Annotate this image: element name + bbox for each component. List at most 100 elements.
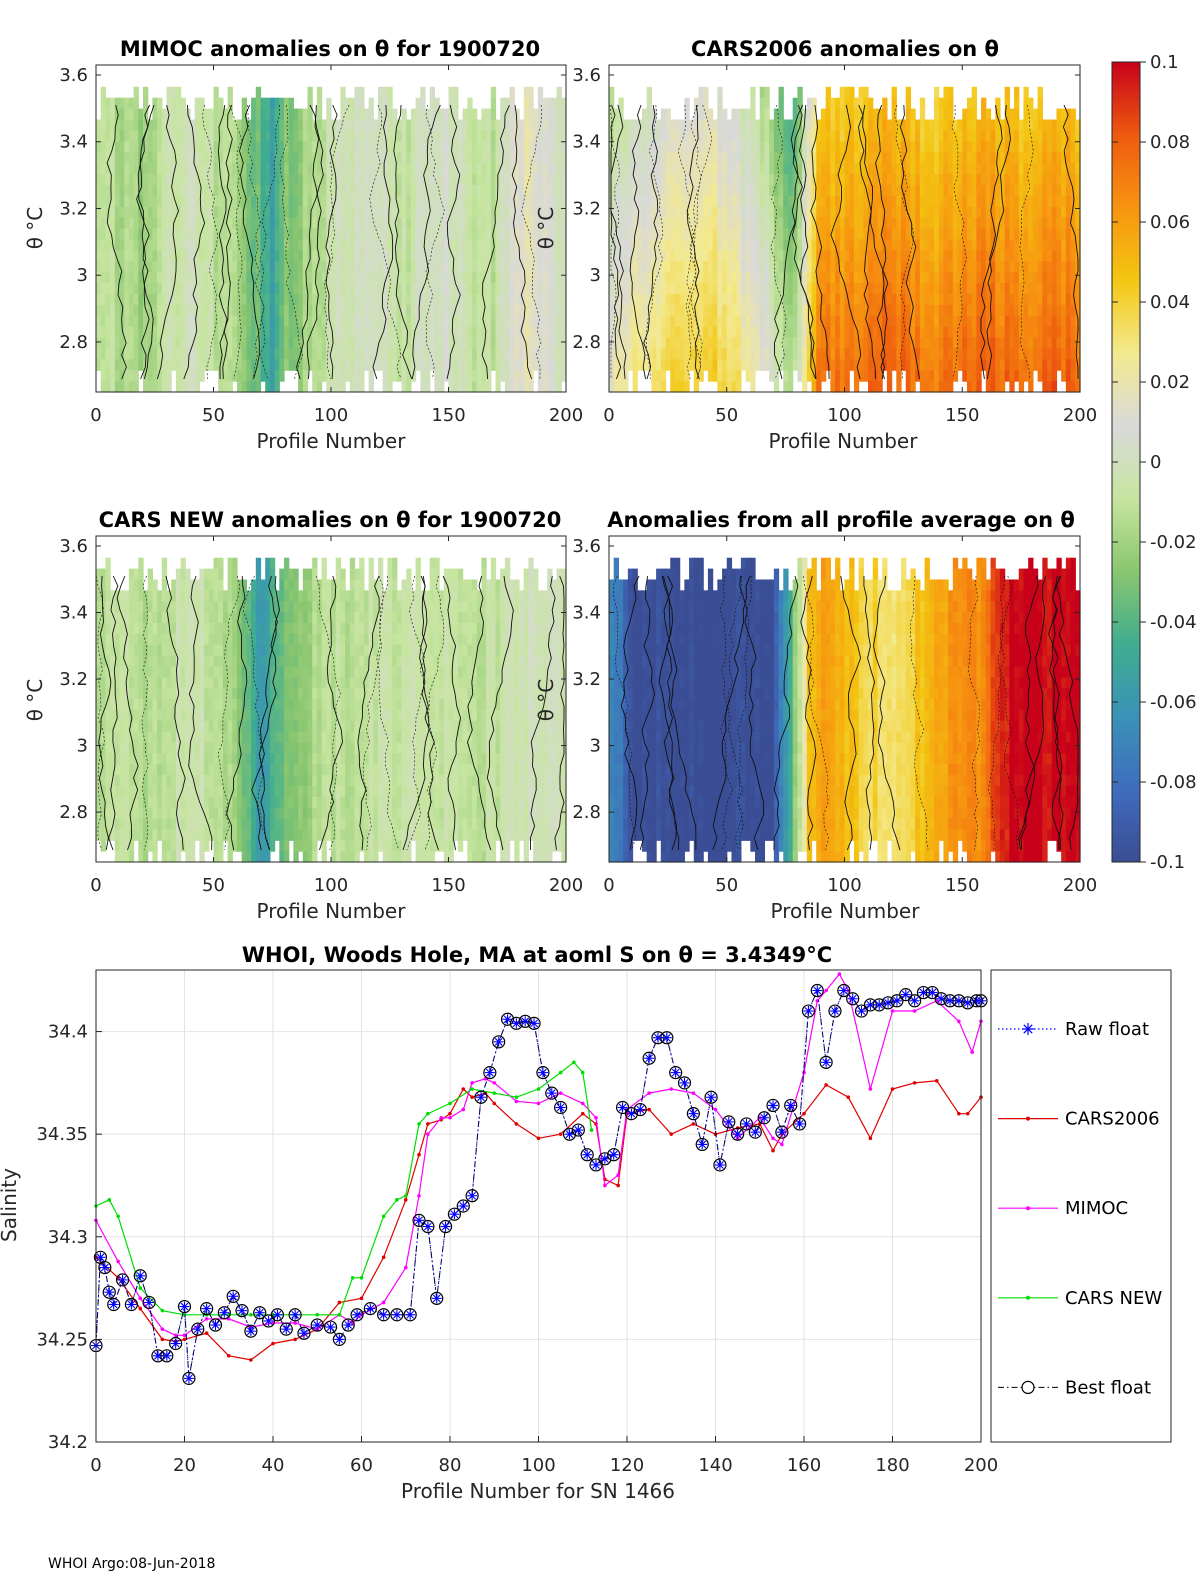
heatmap-cell [632,130,638,142]
heatmap-cell [312,315,318,328]
heatmap-cell [237,359,243,371]
heatmap-cell [962,283,968,295]
heatmap-cell [1023,348,1029,360]
heatmap-cell [495,326,501,339]
heatmap-cell [528,326,534,339]
heatmap-cell [406,261,412,273]
heatmap-cell [378,184,384,197]
heatmap-cell [755,293,761,306]
heatmap-cell [877,239,883,251]
heatmap-cell [222,228,229,240]
heatmap-cell [703,184,709,197]
heatmap-cell [976,261,982,273]
heatmap-cell [453,217,459,230]
heatmap-cell [175,108,182,121]
heatmap-cell [863,261,869,273]
heatmap-cell [632,348,638,360]
heatmap-cell [886,304,893,317]
heatmap-cell [401,163,407,175]
heatmap-cell [537,195,544,208]
heatmap-cell [476,206,482,219]
heatmap-cell [152,130,158,142]
heatmap-cell [504,337,511,349]
heatmap-cell [684,152,690,164]
heatmap-cell [561,206,567,219]
heatmap-cell [434,272,440,284]
heatmap-cell [476,130,482,142]
heatmap-cell [467,217,473,230]
heatmap-cell [868,228,874,240]
heatmap-cell [467,359,473,371]
heatmap-cell [896,195,902,208]
heatmap-cell [157,119,163,131]
heatmap-cell [816,239,822,251]
heatmap-cell [157,97,163,110]
heatmap-cell [190,261,196,273]
heatmap-cell [406,359,412,371]
heatmap-cell [787,195,794,208]
heatmap-cell [971,348,977,360]
heatmap-cell [627,337,634,349]
heatmap-cell [119,293,125,306]
heatmap-cell [105,381,111,393]
heatmap-cell [128,217,135,230]
heatmap-cell [660,184,667,197]
heatmap-cell [689,174,695,186]
heatmap-cell [429,97,435,110]
heatmap-cell [453,250,459,262]
heatmap-cell [613,272,620,284]
heatmap-cell [312,163,318,175]
heatmap-cell [957,250,963,262]
heatmap-cell [797,174,803,186]
heatmap-cell [915,184,921,197]
heatmap-cell [269,174,276,186]
heatmap-cell [279,293,285,306]
heatmap-cell [307,359,313,371]
heatmap-cell [528,217,534,230]
heatmap-cell [882,272,888,284]
heatmap-cell [194,239,200,251]
heatmap-cell [736,315,742,328]
heatmap-cell [745,108,751,121]
heatmap-cell [835,261,841,273]
heatmap-cell [265,381,271,393]
heatmap-cell [481,163,487,175]
heatmap-cell [1004,152,1010,164]
heatmap-cell [962,141,968,153]
heatmap-cell [1009,163,1015,175]
heatmap-cell [260,130,266,142]
heatmap-cell [679,119,685,131]
heatmap-cell [707,217,714,230]
heatmap-cell [161,152,168,164]
heatmap-cell [514,381,520,393]
heatmap-cell [613,141,620,153]
heatmap-cell [514,217,520,230]
heatmap-cell [246,348,252,360]
heatmap-cell [816,119,822,131]
heatmap-cell [627,283,634,295]
heatmap-cell [551,337,558,349]
heatmap-cell [896,304,902,317]
heatmap-cell [816,370,822,382]
heatmap-cell [981,108,987,121]
heatmap-cell [750,293,756,306]
heatmap-cell [561,283,567,295]
heatmap-cell [316,293,323,306]
heatmap-cell [995,239,1001,251]
heatmap-cell [877,130,883,142]
heatmap-cell [670,239,676,251]
heatmap-cell [387,293,393,306]
heatmap-cell [504,141,511,153]
heatmap-cell [547,119,553,131]
heatmap-cell [896,326,902,339]
heatmap-cell [651,130,657,142]
heatmap-cell [396,217,403,230]
heatmap-cell [269,97,276,110]
heatmap-cell [476,315,482,328]
heatmap-cell [703,261,709,273]
heatmap-cell [490,315,497,328]
heatmap-cell [138,261,144,273]
heatmap-cell [1018,195,1025,208]
heatmap-cell [981,337,987,349]
heatmap-cell [190,174,196,186]
